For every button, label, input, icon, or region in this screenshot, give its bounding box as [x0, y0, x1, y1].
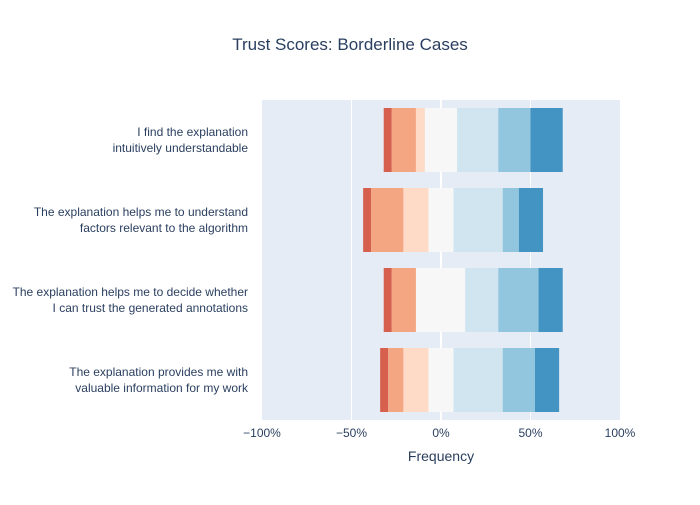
bar-segment-level1: [363, 188, 372, 252]
x-tick-label: −50%: [336, 426, 367, 440]
y-category-label: I can trust the generated annotations: [53, 301, 248, 315]
x-axis-title: Frequency: [408, 448, 474, 464]
bar-segment-level5: [441, 188, 454, 252]
bar-row: [383, 108, 563, 172]
bar-segment-level8: [538, 268, 563, 332]
bar-segment-level4: [428, 348, 441, 412]
bar-segment-level7: [498, 108, 531, 172]
y-category-label: I find the explanation: [137, 125, 248, 139]
bar-segment-level5: [441, 348, 454, 412]
x-tick-label: 100%: [605, 426, 636, 440]
bar-segment-level1: [383, 108, 392, 172]
bar-segment-level2: [371, 188, 404, 252]
bar-segment-level6: [453, 348, 503, 412]
bar-row: [363, 188, 544, 252]
chart-title: Trust Scores: Borderline Cases: [232, 35, 468, 54]
bar-segment-level7: [502, 348, 535, 412]
bar-segment-level7: [498, 268, 539, 332]
bar-segment-level1: [380, 348, 389, 412]
bar-segment-level3: [403, 188, 429, 252]
bars: [363, 108, 563, 412]
y-category-label: intuitively understandable: [113, 141, 249, 155]
bar-row: [380, 348, 560, 412]
y-category-label: valuable information for my work: [75, 381, 249, 395]
x-tick-label: 50%: [518, 426, 542, 440]
bar-segment-level4: [424, 108, 441, 172]
bar-segment-level3: [403, 348, 429, 412]
y-category-label: The explanation helps me to understand: [34, 205, 248, 219]
bar-segment-level4: [415, 268, 441, 332]
bar-row: [383, 268, 563, 332]
y-axis-category-labels: I find the explanation intuitively unders…: [13, 125, 249, 395]
y-category-label: The explanation helps me to decide wheth…: [13, 285, 248, 299]
bar-segment-level6: [453, 188, 503, 252]
bar-segment-level1: [383, 268, 392, 332]
bar-segment-level8: [534, 348, 560, 412]
bar-segment-level8: [530, 108, 563, 172]
bar-segment-level2: [391, 108, 416, 172]
bar-segment-level2: [388, 348, 404, 412]
y-category-label: The explanation provides me with: [69, 365, 248, 379]
bar-segment-level4: [428, 188, 441, 252]
bar-segment-level6: [457, 108, 499, 172]
bar-segment-level5: [441, 268, 466, 332]
x-tick-label: 0%: [432, 426, 450, 440]
y-category-label: factors relevant to the algorithm: [80, 221, 248, 235]
x-tick-label: −100%: [243, 426, 281, 440]
bar-segment-level2: [391, 268, 416, 332]
bar-segment-level6: [465, 268, 499, 332]
x-axis-ticks: −100% −50% 0% 50% 100%: [243, 426, 636, 440]
bar-segment-level5: [441, 108, 458, 172]
bar-segment-level3: [415, 108, 425, 172]
bar-segment-level7: [502, 188, 519, 252]
bar-segment-level8: [518, 188, 544, 252]
